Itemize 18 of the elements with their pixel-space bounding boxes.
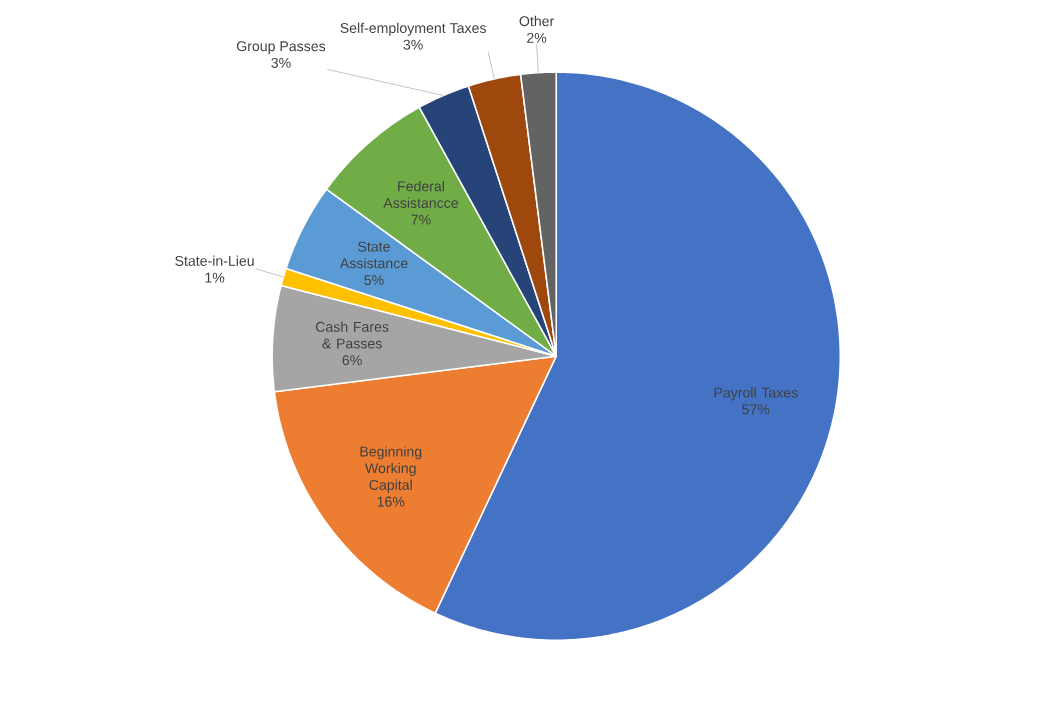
- slice-label: Group Passes: [236, 41, 326, 55]
- data-label: 57%: [742, 404, 770, 415]
- data-label: 6%: [342, 355, 362, 366]
- data-label: 16%: [377, 496, 405, 507]
- slice-label: Federal Assistancce: [383, 181, 459, 209]
- data-label: 3%: [271, 58, 291, 69]
- slice-label: State Assistance: [339, 241, 408, 269]
- slice-label: Beginning Working Capital: [360, 446, 422, 493]
- slice-label: Other: [519, 15, 555, 27]
- data-label: 7%: [411, 214, 431, 225]
- data-label: 1%: [205, 272, 225, 283]
- slice-label: Self-employment Taxes: [340, 22, 486, 36]
- data-label: 3%: [403, 39, 423, 50]
- slice-label: Payroll Taxes: [714, 387, 798, 401]
- data-label: 5%: [364, 275, 384, 286]
- data-label: 2%: [527, 33, 547, 43]
- slice-label: State-in-Lieu: [175, 255, 254, 267]
- slice-label: Cash Fares & Passes: [315, 321, 389, 349]
